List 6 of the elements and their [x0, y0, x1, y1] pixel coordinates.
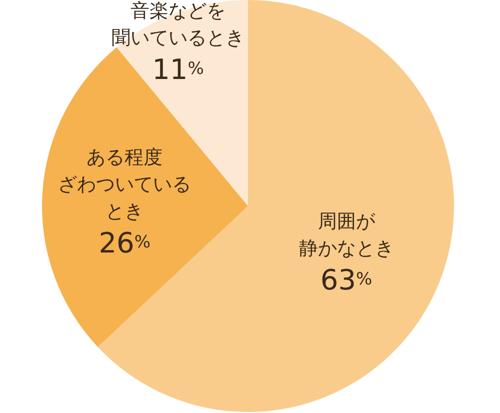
data-label: 63% [320, 263, 372, 296]
data-label: 26% [98, 226, 151, 260]
slice-label: ある程度ざわついているとき [58, 146, 192, 223]
slice-label: 音楽などを聞いているとき [112, 0, 244, 49]
data-label: 11% [152, 52, 204, 86]
slice-label: 周囲が静かなとき [298, 210, 394, 260]
